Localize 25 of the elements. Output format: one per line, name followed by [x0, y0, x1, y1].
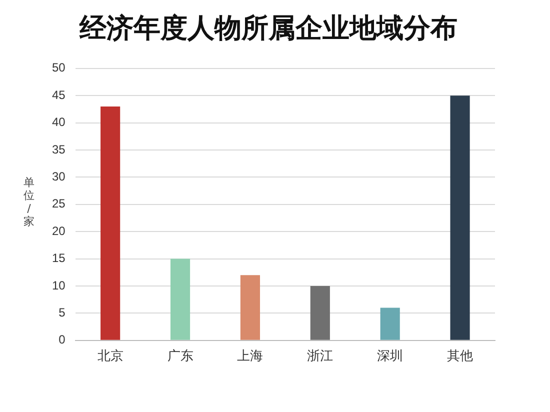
- bar: [240, 275, 260, 340]
- y-axis-title: 单位/家: [22, 176, 36, 228]
- bar: [100, 106, 120, 340]
- x-tick-label: 其他: [447, 348, 474, 363]
- x-tick-label: 上海: [237, 348, 264, 363]
- y-tick-label: 40: [52, 115, 66, 130]
- y-tick-label: 10: [52, 278, 66, 292]
- x-tick-label: 北京: [97, 348, 124, 363]
- y-tick-label: 5: [58, 306, 66, 320]
- y-tick-label: 30: [52, 170, 66, 184]
- y-tick-label: 20: [52, 224, 66, 238]
- chart-title: 经济年度人物所属企业地域分布: [78, 13, 458, 44]
- bar: [310, 286, 330, 340]
- y-tick-label: 35: [52, 142, 66, 156]
- y-tick-label: 25: [52, 196, 66, 211]
- bar: [450, 96, 470, 340]
- bar: [170, 258, 190, 340]
- bar: [380, 308, 400, 340]
- y-tick-label: 45: [52, 88, 66, 102]
- x-tick-label: 深圳: [377, 348, 404, 363]
- y-tick-label: 0: [58, 332, 66, 347]
- x-tick-label: 广东: [167, 348, 194, 363]
- y-tick-label: 50: [52, 60, 66, 75]
- x-tick-label: 浙江: [307, 348, 334, 363]
- y-tick-label: 15: [52, 251, 66, 266]
